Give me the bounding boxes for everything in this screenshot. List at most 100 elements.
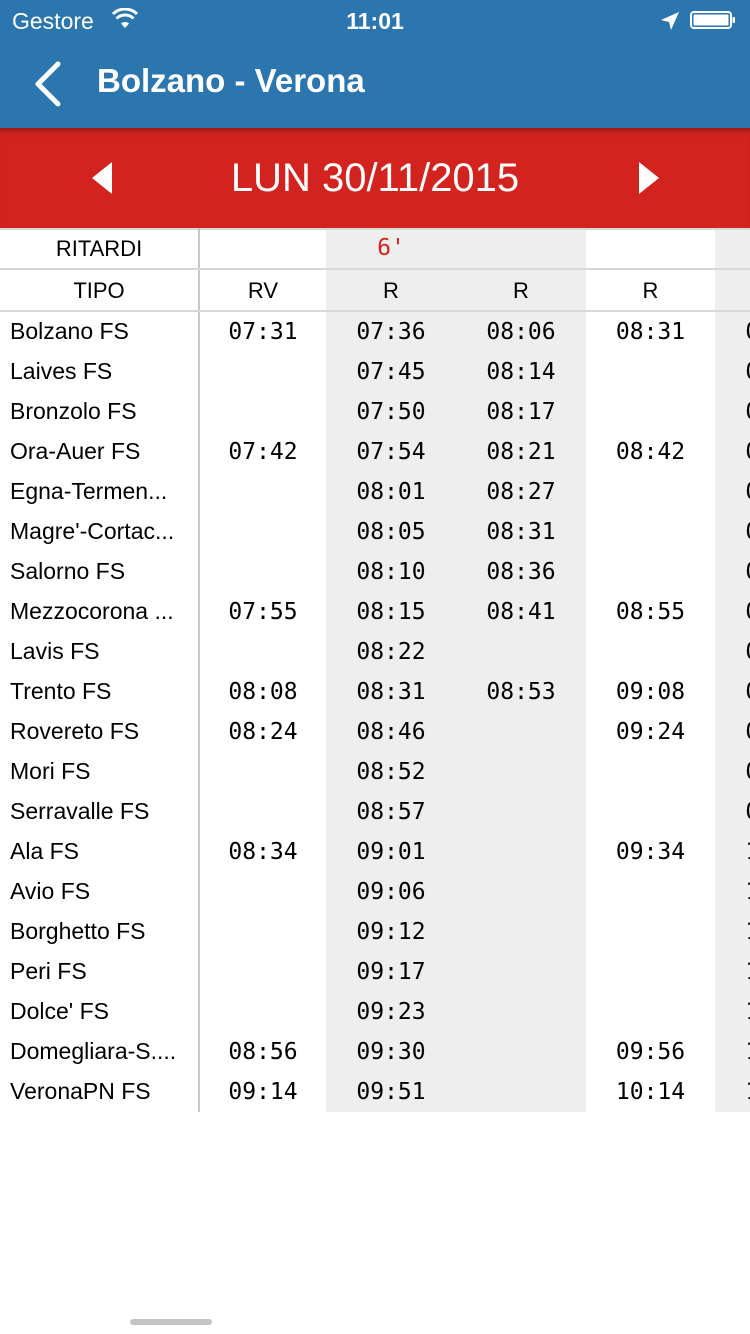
train-type-cell: R bbox=[383, 278, 399, 303]
location-arrow-icon bbox=[661, 12, 679, 30]
clock: 11:01 bbox=[346, 8, 404, 34]
station-name: Borghetto FS bbox=[10, 918, 146, 944]
time-cell: 09:01 bbox=[715, 479, 750, 505]
time-cell: 07:31 bbox=[228, 319, 298, 345]
station-name: Ora-Auer FS bbox=[10, 438, 141, 464]
station-name: Mori FS bbox=[10, 758, 91, 784]
time-cell: 09:31 bbox=[715, 679, 750, 705]
station-name: Rovereto FS bbox=[10, 718, 140, 744]
station-name: Avio FS bbox=[10, 878, 91, 904]
time-cell: 10:01 bbox=[715, 839, 750, 865]
time-cell: 08:50 bbox=[715, 399, 750, 425]
time-cell: 10:14 bbox=[615, 1079, 686, 1105]
time-cell: 08:15 bbox=[356, 599, 426, 625]
time-cell: 08:56 bbox=[228, 1039, 298, 1065]
back-chevron-icon[interactable] bbox=[30, 60, 66, 108]
time-cell: 10:17 bbox=[715, 959, 750, 985]
carrier-name: Gestore bbox=[12, 8, 94, 34]
time-cell: 08:55 bbox=[615, 599, 686, 625]
station-name: Serravalle FS bbox=[10, 798, 150, 824]
time-cell: 09:24 bbox=[615, 719, 686, 745]
time-cell: 08:21 bbox=[486, 439, 556, 465]
time-cell: 07:45 bbox=[356, 359, 426, 385]
time-cell: 08:36 bbox=[486, 559, 556, 585]
time-cell: 09:22 bbox=[715, 639, 750, 665]
date-selector: LUN 30/11/2015 bbox=[0, 128, 750, 228]
station-name: VeronaPN FS bbox=[10, 1078, 151, 1104]
time-cell: 07:36 bbox=[356, 319, 426, 345]
row-divider bbox=[0, 268, 750, 270]
time-cell: 08:05 bbox=[356, 519, 426, 545]
time-cell: 08:17 bbox=[486, 399, 556, 425]
time-cell: 08:52 bbox=[356, 759, 426, 785]
time-cell: 09:57 bbox=[715, 799, 750, 825]
time-cell: 08:10 bbox=[356, 559, 426, 585]
time-cell: 08:42 bbox=[615, 439, 686, 465]
header: Gestore 11:01 Bolzano - Verona bbox=[0, 0, 750, 128]
time-cell: 07:42 bbox=[228, 439, 298, 465]
battery-icon bbox=[690, 11, 735, 29]
home-indicator bbox=[130, 1319, 212, 1325]
time-cell: 09:05 bbox=[715, 519, 750, 545]
time-cell: 08:27 bbox=[486, 479, 556, 505]
delay-cell: 6' bbox=[377, 235, 405, 261]
next-day-arrow-icon[interactable] bbox=[637, 160, 661, 196]
row-divider bbox=[0, 228, 750, 230]
train-type-cell: RV bbox=[247, 278, 279, 303]
time-cell: 08:31 bbox=[486, 519, 556, 545]
previous-day-arrow-icon[interactable] bbox=[90, 160, 114, 196]
time-cell: 08:14 bbox=[486, 359, 556, 385]
time-cell: 10:30 bbox=[715, 1039, 750, 1065]
time-cell: 10:12 bbox=[715, 919, 750, 945]
station-name: Magre'-Cortac... bbox=[10, 518, 175, 544]
time-cell: 07:55 bbox=[228, 599, 298, 625]
time-cell: 08:53 bbox=[486, 679, 556, 705]
time-cell: 10:23 bbox=[715, 999, 750, 1025]
time-cell: 08:01 bbox=[356, 479, 426, 505]
station-name: Salorno FS bbox=[10, 558, 126, 584]
time-cell: 08:34 bbox=[228, 839, 298, 865]
station-name: Bolzano FS bbox=[10, 318, 129, 344]
time-cell: 10:51 bbox=[715, 1079, 750, 1105]
selected-date: LUN 30/11/2015 bbox=[230, 156, 520, 200]
time-cell: 07:54 bbox=[356, 439, 426, 465]
delays-header: RITARDI bbox=[55, 236, 143, 261]
time-cell: 09:10 bbox=[715, 559, 750, 585]
station-name: Mezzocorona ... bbox=[10, 598, 174, 624]
time-cell: 09:51 bbox=[356, 1079, 426, 1105]
station-name: Laives FS bbox=[10, 358, 113, 384]
time-cell: 09:34 bbox=[615, 839, 686, 865]
time-cell: 08:31 bbox=[615, 319, 686, 345]
time-cell: 08:46 bbox=[356, 719, 426, 745]
row-divider bbox=[0, 310, 750, 312]
time-cell: 08:36 bbox=[715, 319, 750, 345]
column-shade bbox=[326, 228, 456, 1112]
type-header: TIPO bbox=[73, 278, 125, 303]
time-cell: 08:08 bbox=[228, 679, 298, 705]
time-cell: 09:15 bbox=[715, 599, 750, 625]
page-title: Bolzano - Verona bbox=[97, 62, 365, 99]
status-bar: Gestore 11:01 bbox=[0, 0, 750, 40]
time-cell: 09:23 bbox=[356, 999, 426, 1025]
time-cell: 09:06 bbox=[356, 879, 426, 905]
time-cell: 09:01 bbox=[356, 839, 426, 865]
station-column-divider bbox=[198, 228, 200, 1112]
time-cell: 09:46 bbox=[715, 719, 750, 745]
train-type-cell: R bbox=[642, 278, 659, 303]
time-cell: 09:30 bbox=[356, 1039, 426, 1065]
column-shade bbox=[715, 228, 750, 1112]
time-cell: 10:06 bbox=[715, 879, 750, 905]
nav-bar: Bolzano - Verona bbox=[0, 40, 750, 128]
station-name: Dolce' FS bbox=[10, 998, 109, 1024]
time-cell: 09:56 bbox=[615, 1039, 686, 1065]
wifi-icon bbox=[112, 8, 138, 28]
time-cell: 08:31 bbox=[356, 679, 426, 705]
time-cell: 09:14 bbox=[228, 1079, 298, 1105]
time-cell: 08:24 bbox=[228, 719, 298, 745]
timetable-grid[interactable]: RITARDI TIPO RV 6' R R R Bolzano FS 07:31 07:36… bbox=[0, 228, 750, 1112]
station-name: Lavis FS bbox=[10, 638, 100, 664]
station-name: Bronzolo FS bbox=[10, 398, 137, 424]
time-cell: 08:06 bbox=[486, 319, 556, 345]
time-cell: 09:17 bbox=[356, 959, 426, 985]
train-type-cell: R bbox=[513, 278, 529, 303]
